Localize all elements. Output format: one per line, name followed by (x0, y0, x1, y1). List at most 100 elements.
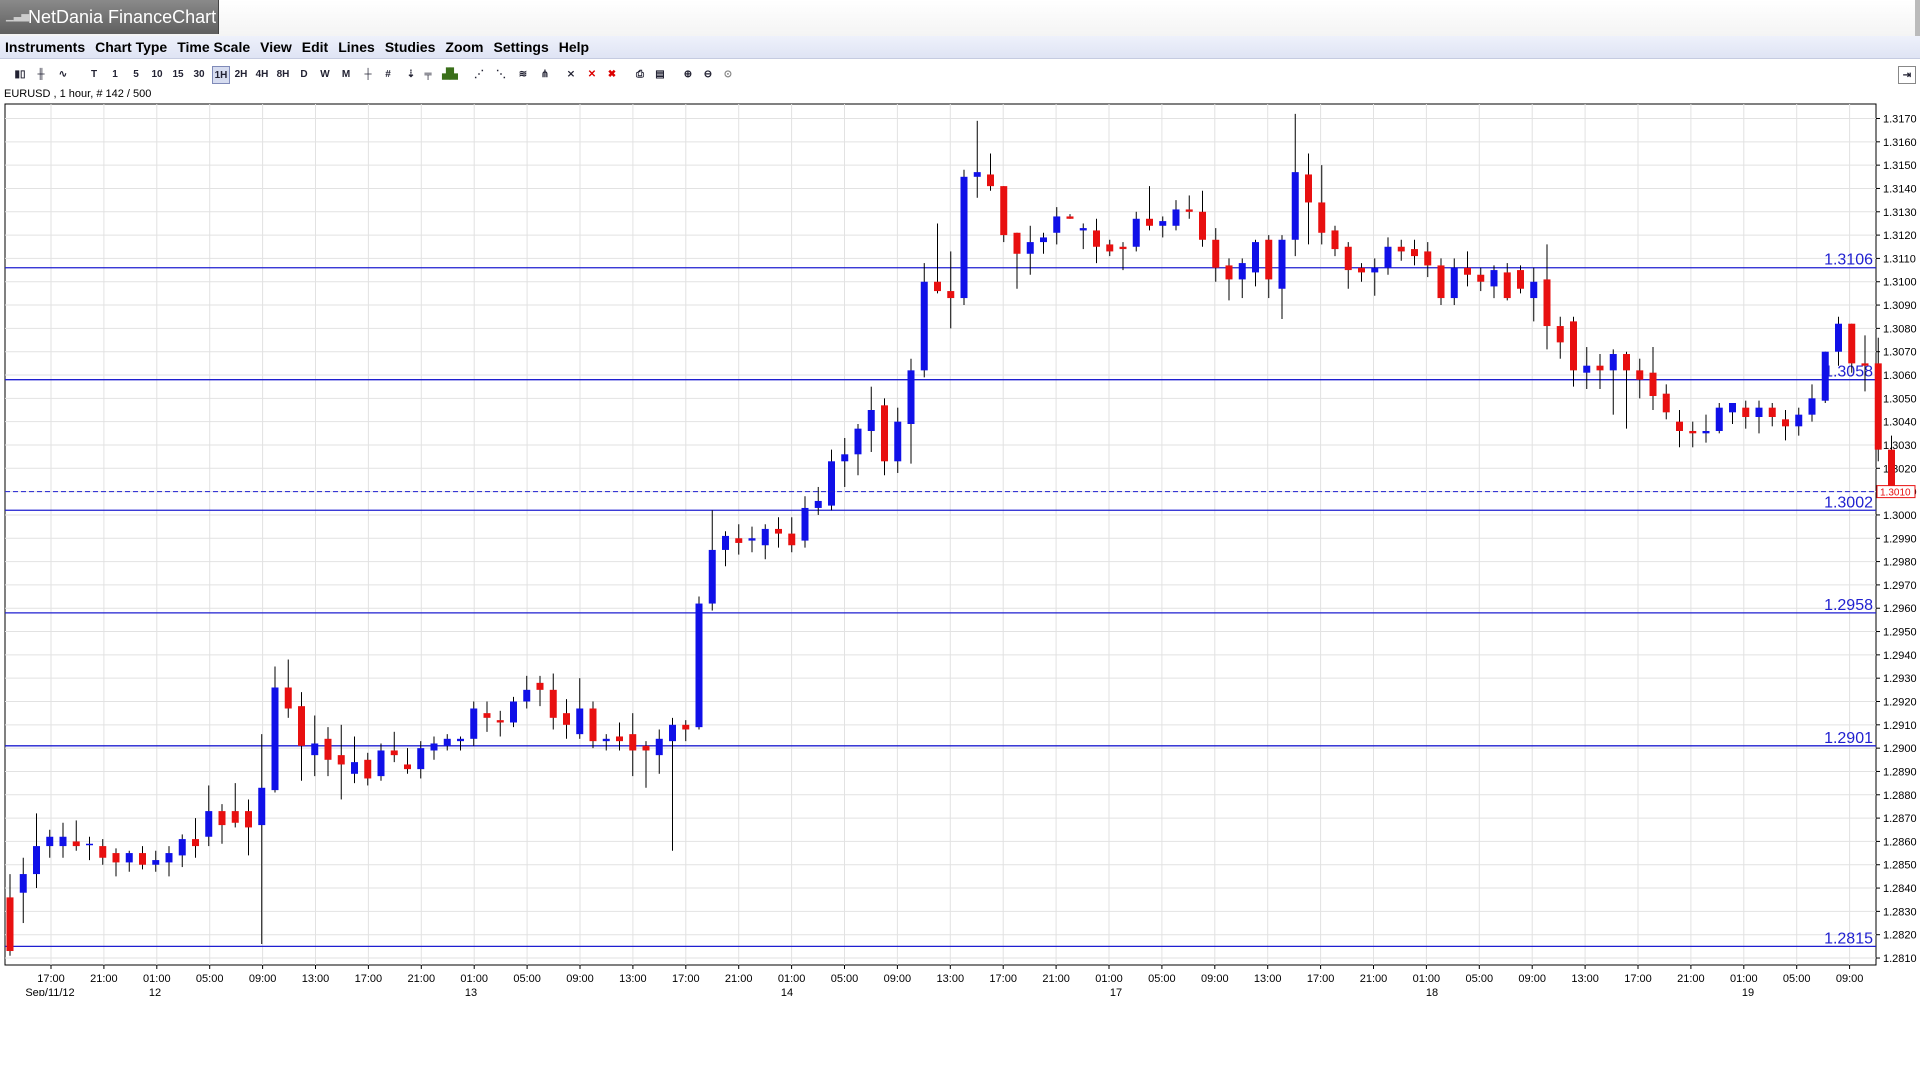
timeframe-button-d[interactable]: D (300, 68, 308, 80)
candle (46, 829, 54, 858)
level-label: 1.2958 (1824, 597, 1873, 614)
menu-settings[interactable]: Settings (493, 39, 549, 55)
candle-body (1570, 321, 1577, 371)
fan-lines-icon[interactable]: ⋔ (540, 68, 550, 80)
window-title-tab[interactable]: ▁▃▅ NetDania FinanceChart (0, 0, 219, 34)
timeframe-button-8h[interactable]: 8H (276, 68, 290, 80)
fibonacci-icon[interactable]: ╤ (424, 68, 432, 80)
delete-line-icon[interactable]: ⨯ (566, 68, 576, 80)
volume-icon[interactable]: ▟▙ (442, 68, 458, 80)
candle (1477, 267, 1485, 292)
arrow-down-icon[interactable]: ⇣ (406, 68, 416, 80)
x-tick-label: 09:00 (1836, 973, 1864, 985)
candle (1556, 316, 1564, 359)
candle (457, 736, 464, 751)
parallel-lines-icon[interactable]: ≋ (518, 68, 528, 80)
timeframe-button-1h[interactable]: 1H (212, 66, 230, 84)
candle-body (1278, 239, 1286, 289)
timeframe-button-30[interactable]: 30 (193, 68, 205, 80)
candlestick-chart-icon[interactable]: ▮▯ (14, 68, 26, 80)
timeframe-button-10[interactable]: 10 (151, 68, 163, 80)
candle-body (576, 708, 584, 735)
menu-instruments[interactable]: Instruments (5, 39, 86, 55)
candle-body (563, 713, 570, 725)
candle-body (364, 759, 372, 779)
trendline-icon[interactable]: ⋰ (474, 68, 484, 80)
timeframe-button-2h[interactable]: 2H (234, 68, 248, 80)
bar-chart-icon[interactable]: ╫ (37, 68, 45, 80)
delete-all-icon[interactable]: ✖ (607, 68, 617, 80)
candle (1013, 232, 1021, 289)
candle (311, 715, 319, 777)
timeframe-button-1[interactable]: 1 (112, 68, 118, 80)
candle (947, 251, 955, 329)
zoom-in-icon[interactable]: ⊕ (683, 68, 693, 80)
grid-icon[interactable]: # (385, 68, 391, 80)
x-tick-label: 21:00 (90, 973, 118, 985)
candle (1861, 335, 1869, 392)
candle (814, 486, 822, 515)
candle-body (1358, 267, 1365, 273)
timeframe-button-w[interactable]: W (320, 68, 330, 80)
candle-body (987, 174, 994, 187)
candle (430, 736, 438, 760)
timeframe-button-t[interactable]: T (90, 68, 98, 80)
print-preview-icon[interactable]: ▤ (655, 68, 665, 80)
menu-edit[interactable]: Edit (301, 39, 329, 55)
print-icon[interactable]: ⎙ (636, 68, 644, 80)
date-label: 12 (149, 987, 161, 996)
timeframe-button-m[interactable]: M (341, 68, 351, 80)
candle-body (536, 682, 544, 690)
menu-time-scale[interactable]: Time Scale (177, 39, 251, 55)
menu-view[interactable]: View (260, 39, 292, 55)
candle (629, 713, 637, 777)
zoom-out-icon[interactable]: ⊖ (703, 68, 713, 80)
x-tick-label: 01:00 (143, 973, 171, 985)
zoom-reset-icon[interactable]: ⊙ (723, 68, 733, 80)
close-icon[interactable]: ✕ (587, 68, 597, 80)
menu-chart-type[interactable]: Chart Type (95, 39, 168, 55)
candle (934, 223, 941, 294)
candle-body (947, 291, 955, 299)
candle (1384, 237, 1392, 275)
menu-studies[interactable]: Studies (384, 39, 436, 55)
candle-body (390, 750, 398, 756)
candle-body (1424, 251, 1432, 266)
candle (1835, 316, 1842, 366)
timeframe-button-5[interactable]: 5 (133, 68, 139, 80)
candle (1225, 258, 1233, 301)
menu-lines[interactable]: Lines (338, 39, 375, 55)
candle-body (1517, 270, 1524, 289)
plot-area[interactable] (4, 103, 1877, 966)
menu-zoom[interactable]: Zoom (445, 39, 484, 55)
candle-body (311, 743, 319, 756)
candle (1795, 407, 1803, 436)
channel-icon[interactable]: ⋱ (496, 68, 506, 80)
y-tick-label: 1.2970 (1883, 580, 1917, 592)
line-chart-icon[interactable]: ∿ (58, 68, 68, 80)
menu-help[interactable]: Help (558, 39, 590, 55)
timeframe-button-4h[interactable]: 4H (255, 68, 269, 80)
candle (549, 673, 557, 730)
candle (1093, 218, 1100, 264)
candle (152, 850, 160, 872)
price-chart[interactable]: 1.3170 1.3160 1.3150 1.3140 1.3130 1.3120 1.31… (0, 96, 1920, 996)
candle-body (907, 370, 915, 424)
candle-body (1874, 363, 1882, 450)
candle (377, 743, 385, 781)
candle (1000, 186, 1008, 243)
timeframe-button-15[interactable]: 15 (172, 68, 184, 80)
candle (523, 675, 531, 709)
candle (828, 449, 835, 511)
candle-body (218, 811, 226, 826)
candle-body (881, 405, 888, 462)
x-tick-label: 13:00 (1254, 973, 1282, 985)
candle (245, 799, 252, 856)
candle-body (139, 853, 146, 865)
candle (1636, 358, 1644, 399)
candle-body (867, 410, 875, 431)
crosshair-icon[interactable]: ┼ (364, 68, 372, 80)
candle (775, 517, 782, 548)
panel-toggle-icon[interactable]: ⇥ (1898, 66, 1916, 84)
candle-body (324, 738, 332, 760)
